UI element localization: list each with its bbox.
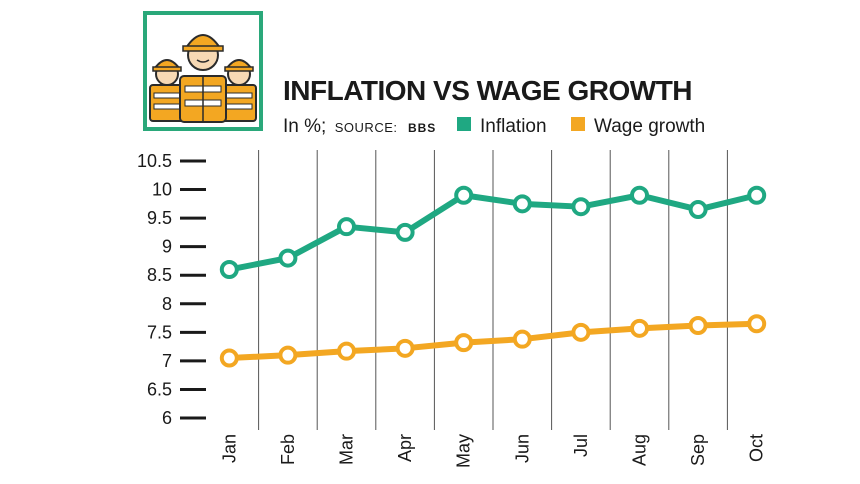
- y-tick-label: 8.5: [147, 265, 172, 285]
- y-tick-label: 10: [152, 180, 172, 200]
- legend: Inflation Wage growth: [457, 116, 705, 137]
- data-point-wage-growth: [337, 341, 356, 361]
- legend-swatch-inflation: [457, 117, 471, 131]
- data-point-inflation: [630, 185, 649, 205]
- x-tick-label: Jul: [571, 434, 591, 457]
- chart-title: INFLATION VS WAGE GROWTH: [283, 75, 692, 106]
- y-tick-label: 6.5: [147, 379, 172, 399]
- x-tick-label: Mar: [337, 434, 357, 465]
- data-point-wage-growth: [512, 329, 532, 349]
- data-point-inflation: [512, 194, 532, 214]
- legend-label-inflation: Inflation: [480, 116, 547, 137]
- x-tick-label: Feb: [278, 434, 298, 465]
- data-point-inflation: [337, 217, 356, 237]
- data-point-wage-growth: [571, 322, 591, 342]
- data-point-wage-growth: [219, 348, 239, 368]
- legend-swatch-wage-growth: [571, 117, 585, 131]
- data-point-wage-growth: [747, 314, 767, 334]
- x-tick-label: Apr: [395, 434, 415, 462]
- data-point-inflation: [395, 222, 415, 242]
- x-tick-label: Sep: [688, 434, 708, 466]
- data-point-inflation: [219, 260, 239, 280]
- y-tick-label: 9: [162, 237, 172, 257]
- data-point-wage-growth: [630, 318, 649, 338]
- x-tick-label: May: [454, 434, 474, 468]
- series-line-inflation: [226, 192, 760, 273]
- data-point-wage-growth: [395, 338, 415, 358]
- y-tick-label: 6: [162, 408, 172, 428]
- construction-workers-icon: [143, 11, 263, 131]
- series-line-wage-growth: [226, 320, 760, 362]
- y-tick-label: 9.5: [147, 208, 172, 228]
- y-tick-label: 7.5: [147, 322, 172, 342]
- data-point-inflation: [454, 185, 474, 205]
- y-tick-label: 10.5: [137, 151, 172, 171]
- data-point-inflation: [571, 197, 591, 217]
- legend-label-wage-growth: Wage growth: [594, 116, 705, 137]
- x-tick-label: Aug: [630, 434, 650, 466]
- y-tick-label: 8: [162, 294, 172, 314]
- data-point-inflation: [688, 200, 708, 220]
- chart-subtitle: In %; SOURCE: BBS: [283, 116, 436, 137]
- x-axis: Jan Feb Mar Apr May Jun Jul Aug Sep Oct: [219, 434, 766, 468]
- data-point-wage-growth: [688, 315, 708, 335]
- data-point-wage-growth: [454, 333, 474, 353]
- x-tick-label: Oct: [747, 434, 767, 462]
- x-tick-label: Jun: [512, 434, 532, 463]
- plot-area: [219, 185, 767, 368]
- y-axis: 6 6.5 7 7.5 8 8.5 9 9.5 10 10.5: [137, 151, 206, 428]
- vertical-grid: [258, 150, 728, 430]
- x-tick-label: Jan: [219, 434, 239, 463]
- data-point-inflation: [278, 248, 298, 268]
- data-point-wage-growth: [278, 345, 298, 365]
- data-point-inflation: [747, 185, 767, 205]
- y-tick-label: 7: [162, 351, 172, 371]
